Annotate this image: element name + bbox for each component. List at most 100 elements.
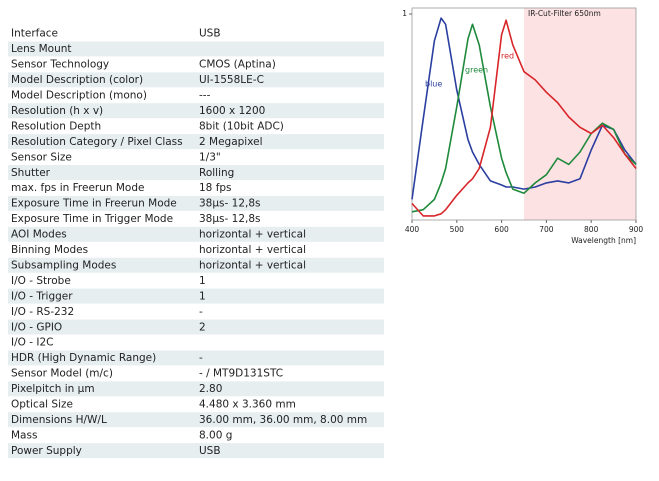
- spec-value: Rolling: [199, 167, 234, 179]
- spec-label: Exposure Time in Freerun Mode: [11, 198, 177, 210]
- x-axis-label: Wavelength [nm]: [571, 236, 636, 245]
- spec-value: horizontal + vertical: [199, 244, 306, 256]
- spec-label: Shutter: [11, 167, 51, 179]
- spec-value: 1/3": [199, 151, 221, 163]
- table-row: [8, 118, 384, 134]
- spec-label: I/O - RS-232: [11, 306, 74, 318]
- spec-value: ---: [199, 90, 211, 102]
- series-label: red: [501, 52, 514, 61]
- series-label: blue: [425, 80, 442, 89]
- spec-value: 2 Megapixel: [199, 136, 263, 148]
- table-row: [8, 304, 384, 320]
- spec-label: Mass: [11, 429, 37, 441]
- spec-label: AOI Modes: [11, 229, 67, 241]
- x-tick-label: 600: [494, 225, 509, 234]
- spec-label: Lens Mount: [11, 43, 72, 55]
- spec-label: Exposure Time in Trigger Mode: [11, 213, 173, 225]
- spec-value: 18 fps: [199, 182, 232, 194]
- spec-label: Resolution Category / Pixel Class: [11, 136, 183, 148]
- spec-label: max. fps in Freerun Mode: [11, 182, 145, 194]
- spec-value: 36.00 mm, 36.00 mm, 8.00 mm: [199, 414, 367, 426]
- spec-label: Interface: [11, 28, 58, 40]
- spec-label: Resolution Depth: [11, 120, 101, 132]
- x-tick-label: 700: [539, 225, 554, 234]
- spectral-chart: IR-Cut-Filter 650nm 400 500 600 700 800 900 1 Wa…: [402, 7, 644, 245]
- spec-label: Sensor Model (m/c): [11, 368, 113, 380]
- spec-label: Pixelpitch in µm: [11, 383, 95, 395]
- spec-value: 38µs- 12,8s: [199, 198, 261, 210]
- table-row: [8, 412, 384, 428]
- annotation: IR-Cut-Filter 650nm: [528, 9, 601, 18]
- spec-label: Resolution (h x v): [11, 105, 103, 117]
- spec-table: Interface USB Lens Mount Sensor Technology C…: [8, 26, 384, 459]
- spec-value: CMOS (Aptina): [199, 59, 276, 71]
- spec-label: Model Description (mono): [11, 90, 147, 102]
- table-row: [8, 211, 384, 227]
- table-row: [8, 56, 384, 72]
- table-row: [8, 427, 384, 443]
- table-row: [8, 443, 384, 459]
- table-row: [8, 26, 384, 41]
- series-label: green: [465, 66, 488, 75]
- table-row: [8, 134, 384, 150]
- spec-value: 2.80: [199, 383, 222, 395]
- spec-label: Subsampling Modes: [11, 259, 116, 271]
- table-row: [8, 226, 384, 242]
- table-row: [8, 273, 384, 289]
- x-tick-label: 800: [584, 225, 599, 234]
- x-tick-label: 400: [405, 225, 420, 234]
- spec-value: 38µs- 12,8s: [199, 213, 261, 225]
- spec-label: Dimensions H/W/L: [11, 414, 107, 426]
- spec-label: Sensor Technology: [11, 59, 109, 71]
- spec-value: 4.480 x 3.360 mm: [199, 399, 296, 411]
- spec-value: UI-1558LE-C: [199, 74, 264, 86]
- spec-value: 2: [199, 321, 206, 333]
- spec-value: USB: [199, 28, 221, 40]
- table-row: [8, 103, 384, 119]
- x-tick-label: 900: [629, 225, 644, 234]
- spec-label: I/O - I2C: [11, 337, 53, 349]
- spec-value: 1: [199, 275, 206, 287]
- table-row: [8, 87, 384, 103]
- x-tick-label: 500: [450, 225, 465, 234]
- spec-value: -: [199, 306, 203, 318]
- spec-value: 8.00 g: [199, 429, 232, 441]
- table-row: [8, 72, 384, 88]
- spec-value: 8bit (10bit ADC): [199, 120, 284, 132]
- table-row: [8, 381, 384, 397]
- ir-cut-region: [524, 8, 636, 220]
- table-row: [8, 319, 384, 335]
- table-row: [8, 195, 384, 211]
- spec-label: Binning Modes: [11, 244, 88, 256]
- table-row: [8, 288, 384, 304]
- spec-label: HDR (High Dynamic Range): [11, 352, 156, 364]
- spec-value: horizontal + vertical: [199, 259, 306, 271]
- spec-label: Power Supply: [11, 445, 82, 457]
- spec-value: horizontal + vertical: [199, 229, 306, 241]
- spec-value: -: [199, 352, 203, 364]
- spec-label: Optical Size: [11, 399, 73, 411]
- spec-label: I/O - Strobe: [11, 275, 71, 287]
- spec-label: Model Description (color): [11, 74, 143, 86]
- spec-value: USB: [199, 445, 221, 457]
- series-line: [411, 17, 637, 200]
- table-row: [8, 180, 384, 196]
- y-tick-label: 1: [402, 9, 407, 18]
- spec-label: Sensor Size: [11, 151, 72, 163]
- table-row: [8, 396, 384, 412]
- series-line: [411, 19, 637, 217]
- spec-label: I/O - GPIO: [11, 321, 62, 333]
- spec-value: 1: [199, 290, 206, 302]
- table-row: [8, 165, 384, 180]
- table-row: [8, 335, 384, 350]
- spec-label: I/O - Trigger: [11, 290, 73, 302]
- table-row: [8, 350, 384, 366]
- table-row: [8, 41, 384, 57]
- plot-frame: [411, 7, 637, 221]
- table-row: [8, 149, 384, 165]
- table-row: [8, 365, 384, 381]
- table-row: [8, 257, 384, 273]
- spec-value: - / MT9D131STC: [199, 368, 283, 380]
